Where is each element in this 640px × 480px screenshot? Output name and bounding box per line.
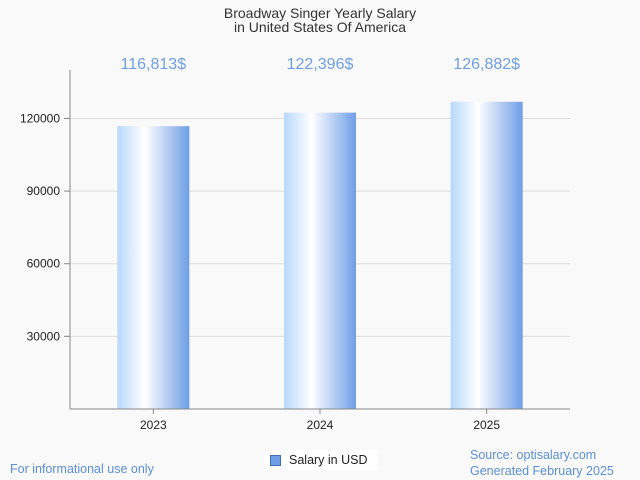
legend[interactable]: Salary in USD bbox=[264, 450, 378, 470]
bar-2024[interactable] bbox=[284, 112, 356, 409]
generated-text: Generated February 2025 bbox=[470, 464, 614, 478]
chart-title-line-2: in United States Of America bbox=[234, 19, 406, 35]
data-label-2024: 122,396$ bbox=[287, 56, 354, 73]
y-tick-label-30000: 30000 bbox=[27, 329, 61, 343]
x-tick-label-2024: 2024 bbox=[307, 418, 334, 432]
source-block: Source: optisalary.com Generated Februar… bbox=[470, 447, 614, 479]
y-tick-label-60000: 60000 bbox=[27, 257, 61, 271]
x-tick-label-2023: 2023 bbox=[140, 418, 167, 432]
bar-2025[interactable] bbox=[450, 101, 523, 410]
data-label-2025: 126,882$ bbox=[453, 56, 520, 73]
disclaimer-text: For informational use only bbox=[10, 462, 154, 476]
data-label-2023: 116,813$ bbox=[121, 56, 187, 73]
x-tick-label-2025: 2025 bbox=[473, 418, 500, 432]
source-text: Source: optisalary.com bbox=[470, 448, 597, 462]
legend-label: Salary in USD bbox=[289, 453, 368, 467]
chart-title-line-1: Broadway Singer Yearly Salary bbox=[224, 5, 416, 21]
legend-swatch-icon bbox=[270, 454, 281, 466]
bar-2023[interactable] bbox=[117, 126, 190, 409]
y-tick-label-120000: 120000 bbox=[20, 111, 60, 125]
y-tick-label-90000: 90000 bbox=[27, 184, 61, 198]
